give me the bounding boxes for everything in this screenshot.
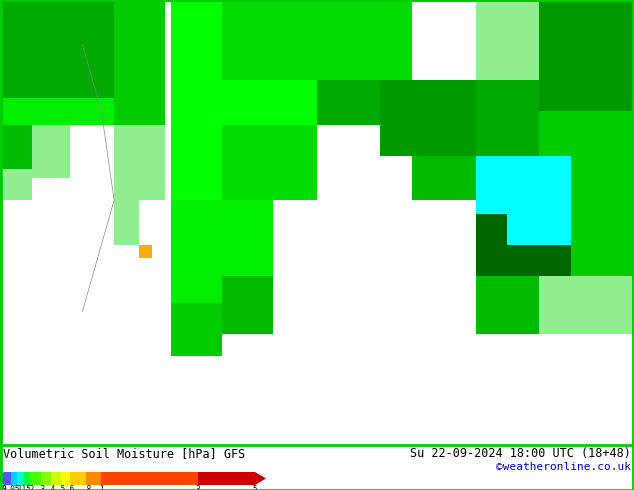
Bar xyxy=(412,156,476,200)
Bar xyxy=(198,472,255,485)
Text: .5: .5 xyxy=(56,486,65,490)
Bar xyxy=(32,124,70,178)
Bar xyxy=(476,178,539,214)
Bar xyxy=(380,80,476,156)
Text: 3: 3 xyxy=(196,486,200,490)
Bar xyxy=(476,178,634,276)
Bar xyxy=(222,200,273,276)
Bar xyxy=(139,245,152,258)
Bar xyxy=(476,0,539,80)
Bar xyxy=(17,472,23,485)
Bar xyxy=(222,0,412,80)
Text: Su 22-09-2024 18:00 UTC (18+48): Su 22-09-2024 18:00 UTC (18+48) xyxy=(410,447,631,460)
Bar xyxy=(0,98,114,124)
Bar xyxy=(4,472,11,485)
Bar xyxy=(222,276,273,334)
Bar xyxy=(114,200,139,245)
Bar xyxy=(171,0,222,98)
Bar xyxy=(41,472,51,485)
Text: 0.05: 0.05 xyxy=(1,486,20,490)
Bar xyxy=(30,472,41,485)
Text: .4: .4 xyxy=(46,486,56,490)
Text: .1: .1 xyxy=(13,486,22,490)
Polygon shape xyxy=(0,472,4,485)
Bar xyxy=(476,156,552,214)
Bar xyxy=(476,276,539,334)
Bar xyxy=(11,472,17,485)
Bar xyxy=(114,0,165,124)
Text: Volumetric Soil Moisture [hPa] GFS: Volumetric Soil Moisture [hPa] GFS xyxy=(3,447,245,460)
Bar xyxy=(476,0,634,178)
Bar xyxy=(222,80,317,124)
Text: ©weatheronline.co.uk: ©weatheronline.co.uk xyxy=(496,462,631,472)
Bar xyxy=(222,124,273,200)
Bar xyxy=(171,98,222,200)
Bar xyxy=(23,472,30,485)
Text: .15: .15 xyxy=(16,486,30,490)
Polygon shape xyxy=(255,472,266,485)
Bar xyxy=(539,111,634,276)
Text: .6: .6 xyxy=(65,486,74,490)
Bar xyxy=(171,302,222,356)
Bar xyxy=(476,178,539,276)
Bar xyxy=(86,472,101,485)
Bar xyxy=(317,80,444,124)
Bar xyxy=(0,124,32,169)
Bar xyxy=(70,472,86,485)
Bar xyxy=(273,124,317,200)
Text: .3: .3 xyxy=(36,486,46,490)
Bar xyxy=(0,169,32,200)
Text: 1: 1 xyxy=(99,486,103,490)
Bar xyxy=(476,214,571,276)
Bar xyxy=(539,0,634,111)
Text: 5: 5 xyxy=(253,486,257,490)
Bar xyxy=(539,276,634,334)
Text: .2: .2 xyxy=(25,486,34,490)
Bar xyxy=(171,200,222,302)
Bar xyxy=(51,472,61,485)
Bar xyxy=(114,124,165,200)
Bar xyxy=(507,156,571,245)
Bar xyxy=(0,0,114,98)
Text: .8: .8 xyxy=(82,486,91,490)
Bar xyxy=(101,472,198,485)
Bar xyxy=(61,472,70,485)
Text: 0: 0 xyxy=(2,486,6,490)
